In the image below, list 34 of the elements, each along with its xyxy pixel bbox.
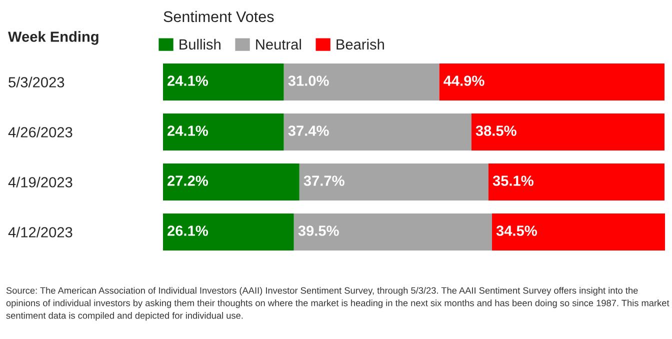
data-label: 37.7% bbox=[304, 176, 344, 186]
data-label: 24.1% bbox=[168, 76, 208, 86]
y-tick-label: 4/26/2023 bbox=[8, 126, 72, 138]
bar bbox=[492, 214, 665, 250]
legend-label: Bullish bbox=[180, 38, 220, 50]
y-axis-title: Week Ending bbox=[8, 31, 98, 45]
y-tick-label: 4/19/2023 bbox=[8, 176, 72, 188]
bar bbox=[284, 114, 472, 150]
data-label: 27.2% bbox=[168, 176, 208, 186]
y-tick-label: 4/12/2023 bbox=[8, 226, 72, 238]
data-label: 37.4% bbox=[288, 126, 329, 136]
data-label: 31.0% bbox=[288, 76, 329, 86]
bar bbox=[163, 114, 284, 150]
legend-label: Bearish bbox=[336, 38, 384, 50]
legend-label: Neutral bbox=[256, 38, 301, 50]
data-label: 34.5% bbox=[496, 226, 537, 236]
bar bbox=[163, 214, 294, 250]
bar bbox=[163, 64, 284, 100]
data-label: 39.5% bbox=[298, 226, 339, 236]
bar bbox=[471, 114, 664, 150]
data-label: 38.5% bbox=[476, 126, 516, 136]
bar bbox=[488, 164, 664, 200]
bar bbox=[439, 64, 664, 100]
data-label: 26.1% bbox=[168, 226, 208, 236]
data-label: 24.1% bbox=[168, 126, 208, 136]
bar bbox=[294, 214, 492, 250]
bar bbox=[299, 164, 488, 200]
data-label: 44.9% bbox=[444, 76, 484, 86]
y-tick-label: 5/3/2023 bbox=[8, 76, 64, 88]
source-note: Source: The American Association of Individual Investors (AAII) Investor Sentiment Survey, through 5/3/23. The AAII Sentiment Survey offers insight into the opinions of individual investors by asking them their thoughts on where the market is heading in the next six months and has been doing so since 1987. This market sentiment data is compiled and depicted for individual use. bbox=[6, 287, 670, 321]
chart-title: Sentiment Votes bbox=[164, 10, 274, 22]
bar bbox=[284, 64, 440, 100]
data-label: 35.1% bbox=[492, 176, 534, 186]
bar bbox=[163, 164, 300, 200]
